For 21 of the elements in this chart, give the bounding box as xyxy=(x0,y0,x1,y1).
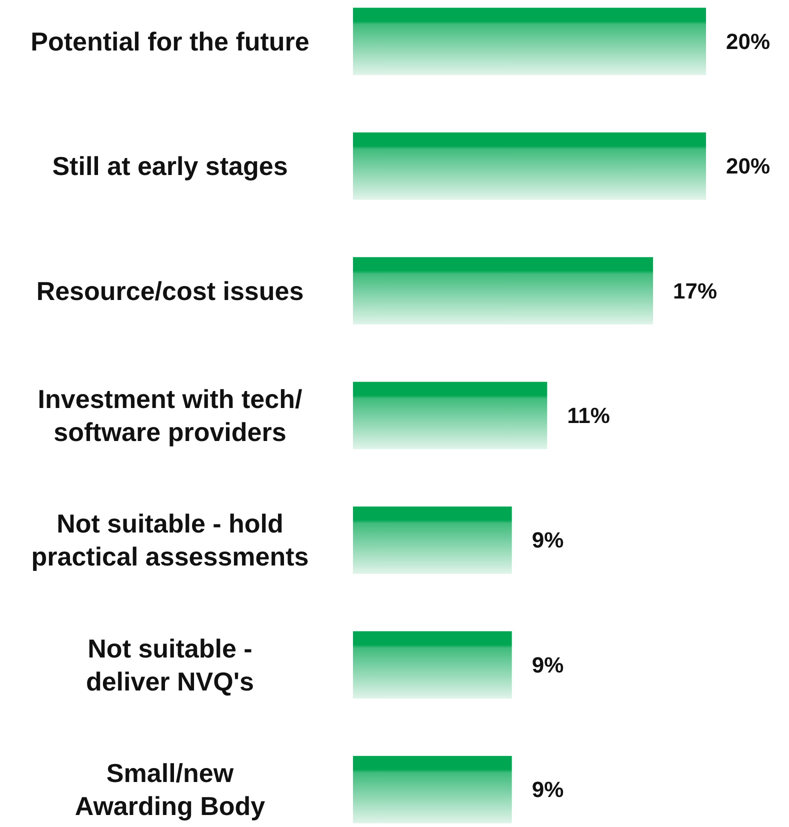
y-tick-label: Resource/cost issues xyxy=(36,276,304,306)
y-tick-label: Not suitable - deliver NVQ's xyxy=(86,633,254,696)
bar xyxy=(353,8,706,76)
y-tick-label: Still at early stages xyxy=(52,151,288,182)
data-label: 11% xyxy=(567,403,610,428)
data-label: 9% xyxy=(532,528,564,553)
data-label: 17% xyxy=(673,278,718,304)
bar xyxy=(353,382,548,450)
bar xyxy=(353,756,512,824)
bar xyxy=(353,257,654,324)
bar xyxy=(353,132,706,200)
y-tick-label: Small/new Awarding Body xyxy=(74,758,266,822)
y-tick-label: Investment with tech/ software providers xyxy=(38,384,302,447)
data-label: 9% xyxy=(532,777,564,802)
data-label: 20% xyxy=(726,28,770,54)
data-label: 9% xyxy=(532,652,564,678)
bar xyxy=(353,631,512,699)
data-label: 20% xyxy=(726,154,770,179)
bar xyxy=(353,506,512,574)
y-tick-label: Potential for the future xyxy=(30,26,310,56)
y-tick-label: Not suitable - hold practical assessments xyxy=(31,508,309,572)
